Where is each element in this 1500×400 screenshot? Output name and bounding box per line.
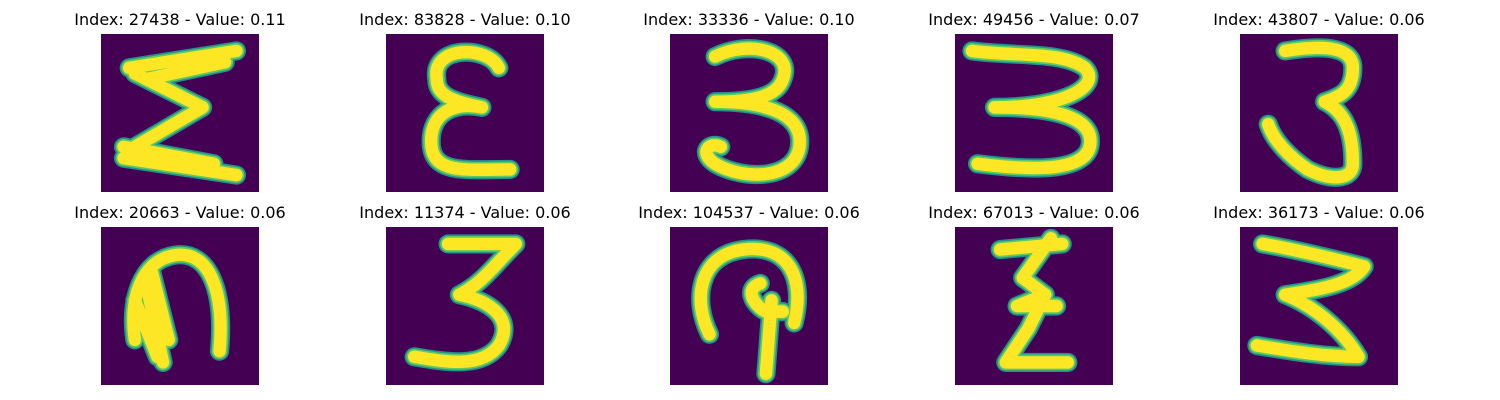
panel-title: Index: 49456 - Value: 0.07 — [928, 10, 1140, 29]
panel-10: Index: 36173 - Value: 0.06 — [1199, 203, 1439, 393]
panel-5: Index: 43807 - Value: 0.06 — [1199, 10, 1439, 200]
digit-stroke — [993, 232, 1075, 369]
digit-image — [386, 227, 544, 385]
digit-image — [101, 34, 259, 192]
panel-title: Index: 104537 - Value: 0.06 — [638, 203, 860, 222]
digit-image — [955, 34, 1113, 192]
panel-title: Index: 11374 - Value: 0.06 — [359, 203, 571, 222]
panel-6: Index: 20663 - Value: 0.06 — [60, 203, 300, 393]
panel-3: Index: 33336 - Value: 0.10 — [629, 10, 869, 200]
digit-stroke — [408, 237, 522, 368]
digit-image — [955, 227, 1113, 385]
digit-image — [386, 34, 544, 192]
panel-9: Index: 67013 - Value: 0.06 — [914, 203, 1154, 393]
panel-title: Index: 67013 - Value: 0.06 — [928, 203, 1140, 222]
panel-1: Index: 27438 - Value: 0.11 — [60, 10, 300, 200]
panel-title: Index: 27438 - Value: 0.11 — [74, 10, 286, 29]
digit-stroke — [127, 248, 227, 369]
panel-title: Index: 33336 - Value: 0.10 — [643, 10, 855, 29]
digit-image — [1240, 34, 1398, 192]
digit-stroke — [424, 45, 517, 176]
digit-stroke — [700, 42, 806, 181]
panel-4: Index: 49456 - Value: 0.07 — [914, 10, 1154, 200]
panel-title: Index: 36173 - Value: 0.06 — [1213, 203, 1425, 222]
digit-image — [101, 227, 259, 385]
digit-image — [670, 34, 828, 192]
digit-stroke — [117, 44, 243, 182]
digit-stroke — [694, 242, 804, 380]
panel-title: Index: 20663 - Value: 0.06 — [74, 203, 286, 222]
panel-7: Index: 11374 - Value: 0.06 — [345, 203, 585, 393]
digit-stroke — [1262, 41, 1360, 184]
panel-8: Index: 104537 - Value: 0.06 — [629, 203, 869, 393]
digit-image — [670, 227, 828, 385]
digit-stroke — [1250, 237, 1371, 363]
panel-title: Index: 83828 - Value: 0.10 — [359, 10, 571, 29]
digit-stroke — [965, 44, 1097, 175]
panel-2: Index: 83828 - Value: 0.10 — [345, 10, 585, 200]
panel-title: Index: 43807 - Value: 0.06 — [1213, 10, 1425, 29]
digit-image — [1240, 227, 1398, 385]
